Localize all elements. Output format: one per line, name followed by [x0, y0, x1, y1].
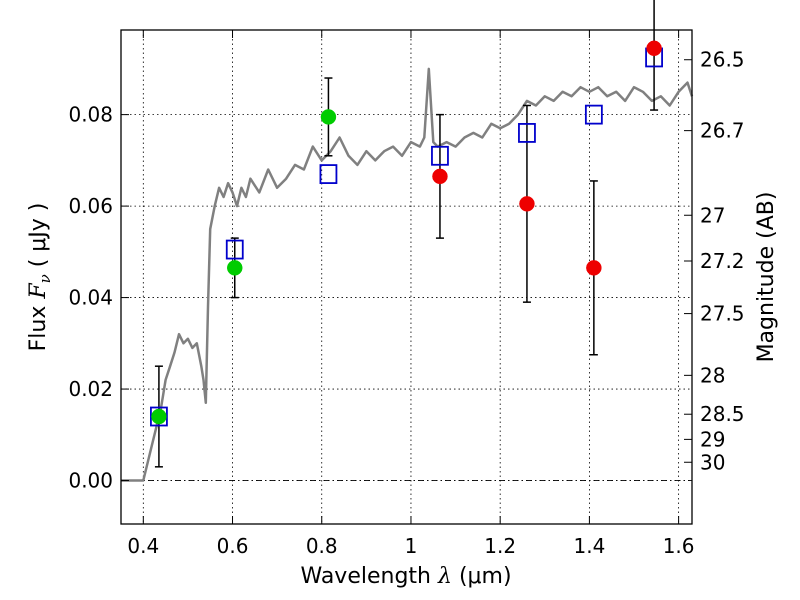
optical-data-point: [320, 109, 337, 125]
y-tick-labels: 0.00 0.02 0.04 0.06 0.08: [68, 103, 113, 493]
model-square-point: [584, 104, 603, 125]
magnitude-tick-label: 29: [700, 427, 725, 451]
model-square-point: [518, 123, 536, 143]
nir-data-point: [519, 196, 535, 212]
nir-data-point: [432, 168, 448, 185]
magnitude-tick-label: 27.2: [700, 249, 745, 273]
y-tick-label: 0.02: [68, 377, 113, 401]
magnitude-tick-label: 26.7: [700, 119, 745, 143]
x-tick-label: 0.8: [306, 534, 338, 558]
magnitude-tick-label: 26.5: [700, 48, 745, 72]
optical-data-point: [227, 260, 243, 276]
x-tick-label: 1.6: [663, 534, 695, 558]
plot-frame: [120, 29, 693, 525]
y-axis-label: Flux Fν ( μJy ): [26, 203, 54, 352]
model-spectrum-series: [121, 67, 694, 482]
model-square-point: [150, 406, 168, 427]
plot-background: [121, 30, 692, 524]
optical-data-point: [151, 408, 167, 425]
magnitude-tick-label: 27: [700, 203, 725, 227]
y-tick-label: 0.06: [68, 194, 113, 218]
magnitude-axis-label: Magnitude (AB): [754, 192, 779, 363]
magnitude-tick-label: 27.5: [700, 302, 745, 326]
magnitude-tick-label: 30: [700, 450, 725, 474]
model-square-point: [431, 145, 449, 166]
y-tick-label: 0.04: [68, 286, 113, 310]
model-square-point: [225, 239, 244, 260]
magnitude-tick-label: 28: [700, 363, 725, 387]
observed-photometry-series: [151, 40, 662, 425]
model-photometry-series: [150, 47, 663, 427]
nir-data-point: [586, 260, 602, 276]
y-tick-label: 0.00: [68, 469, 113, 493]
x-axis-label: Wavelength λ (μm): [300, 564, 511, 589]
x-tick-label: 1.4: [573, 534, 605, 558]
x-tick-label: 1: [405, 534, 418, 558]
model-square-point: [319, 164, 338, 184]
nir-data-point: [646, 40, 662, 57]
x-tick-labels: 0.4 0.6 0.8 1 1.2 1.4 1.6: [127, 534, 694, 558]
y-tick-label: 0.08: [68, 103, 113, 127]
x-tick-label: 0.4: [127, 534, 159, 558]
axis-ticks: [121, 30, 692, 524]
spectrum-line: [121, 67, 694, 482]
x-tick-label: 1.2: [484, 534, 516, 558]
magnitude-tick-label: 28.5: [700, 402, 745, 426]
x-tick-label: 0.6: [217, 534, 249, 558]
